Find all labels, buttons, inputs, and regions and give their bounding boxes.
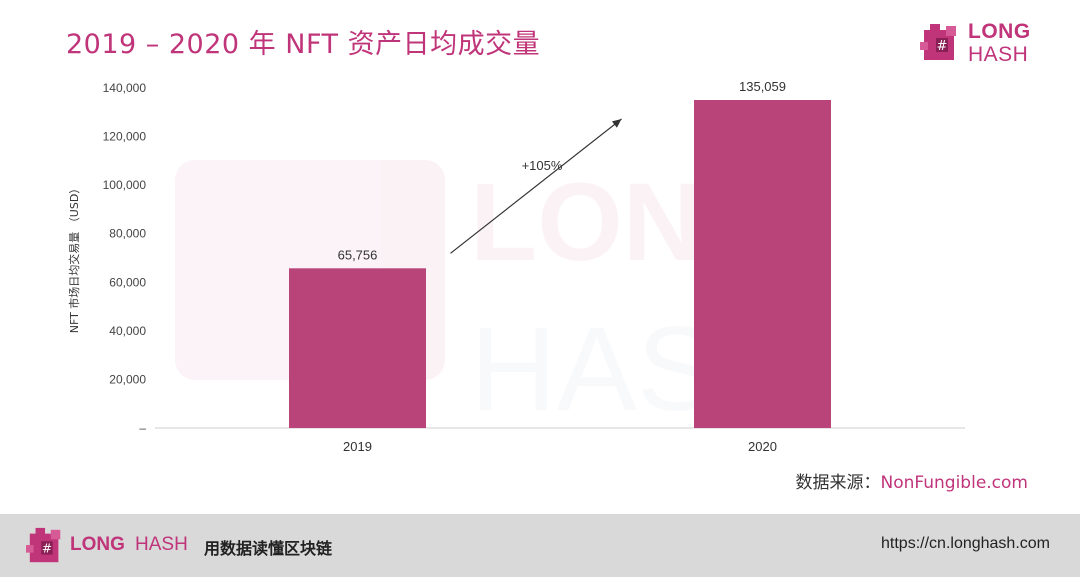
longhash-cube-icon: #	[920, 24, 956, 60]
longhash-cube-icon: #	[26, 527, 61, 563]
y-tick-label: 40,000	[109, 324, 146, 338]
y-axis-label: NFT 市场日均交易量 （USD）	[67, 183, 81, 334]
logo-word-hash: HASH	[968, 43, 1029, 66]
footer-slogan: 用数据读懂区块链	[204, 539, 333, 558]
growth-arrow	[450, 118, 622, 254]
footer-url[interactable]: https://cn.longhash.com	[881, 535, 1050, 552]
svg-text:#: #	[42, 542, 52, 556]
logo-word-long: LONG	[968, 20, 1031, 43]
chart-title: 2019 – 2020 年 NFT 资产日均成交量	[66, 29, 541, 60]
x-tick-label: 2020	[748, 439, 777, 454]
y-tick-label: 20,000	[109, 372, 146, 386]
svg-text:#: #	[937, 39, 948, 54]
bar-value-label: 65,756	[338, 247, 378, 262]
growth-annotation: +105%	[522, 158, 563, 173]
bar-chart: LONG HASH –20,00040,00060,00080,000100,0…	[67, 79, 965, 454]
y-tick-label: 140,000	[103, 81, 147, 95]
bar	[289, 268, 426, 428]
longhash-logo: # LONG HASH	[920, 20, 1040, 68]
source-label: 数据来源：	[795, 473, 881, 493]
bar	[694, 99, 831, 428]
y-tick-label: 120,000	[103, 130, 147, 144]
footer-brand-hash: HASH	[135, 534, 188, 555]
footer-brand-long: LONG	[70, 534, 125, 555]
source-link[interactable]: NonFungible.com	[880, 473, 1029, 493]
footer-bar: # LONG HASH 用数据读懂区块链 https://cn.longhash…	[0, 514, 1080, 577]
y-tick-label: –	[139, 421, 146, 435]
y-tick-label: 100,000	[103, 178, 147, 192]
x-tick-label: 2019	[343, 439, 372, 454]
y-tick-label: 60,000	[109, 275, 146, 289]
data-source: 数据来源：NonFungible.com	[796, 468, 1029, 493]
y-tick-label: 80,000	[109, 227, 146, 241]
growth-arrow-head	[611, 118, 622, 128]
bar-value-label: 135,059	[739, 79, 786, 94]
